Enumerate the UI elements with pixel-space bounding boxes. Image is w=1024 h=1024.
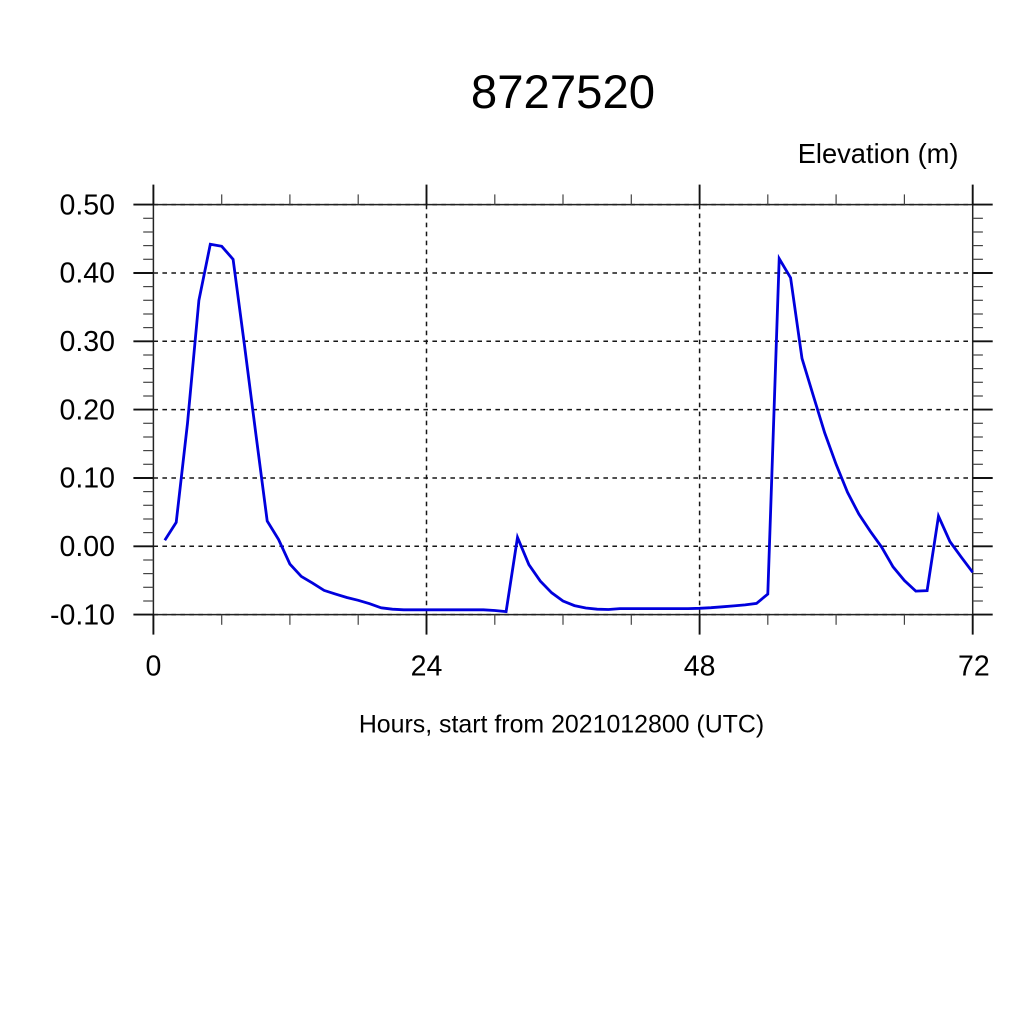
svg-text:0.30: 0.30 <box>60 326 115 358</box>
svg-text:Elevation (m): Elevation (m) <box>798 138 959 169</box>
svg-text:72: 72 <box>958 650 990 682</box>
svg-text:0.40: 0.40 <box>60 258 115 290</box>
svg-text:Hours, start from 2021012800 (: Hours, start from 2021012800 (UTC) <box>359 710 764 738</box>
svg-text:0.10: 0.10 <box>60 463 115 495</box>
svg-text:24: 24 <box>411 650 443 682</box>
svg-text:-0.10: -0.10 <box>50 599 115 631</box>
svg-text:0.20: 0.20 <box>60 394 115 426</box>
svg-text:48: 48 <box>684 650 716 682</box>
svg-text:0: 0 <box>145 650 161 682</box>
svg-text:8727520: 8727520 <box>471 66 655 119</box>
svg-text:0.50: 0.50 <box>60 189 115 221</box>
svg-text:0.00: 0.00 <box>60 531 115 563</box>
